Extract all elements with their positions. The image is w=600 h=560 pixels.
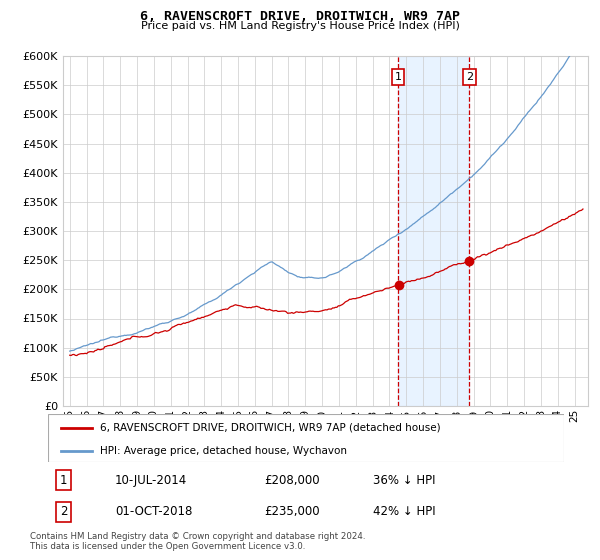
Text: 6, RAVENSCROFT DRIVE, DROITWICH, WR9 7AP (detached house): 6, RAVENSCROFT DRIVE, DROITWICH, WR9 7AP…: [100, 423, 440, 433]
Text: 10-JUL-2014: 10-JUL-2014: [115, 474, 187, 487]
Text: Contains HM Land Registry data © Crown copyright and database right 2024.: Contains HM Land Registry data © Crown c…: [30, 532, 365, 541]
FancyBboxPatch shape: [48, 414, 564, 462]
Text: 2: 2: [466, 72, 473, 82]
Text: £208,000: £208,000: [265, 474, 320, 487]
Text: This data is licensed under the Open Government Licence v3.0.: This data is licensed under the Open Gov…: [30, 542, 305, 550]
Text: 42% ↓ HPI: 42% ↓ HPI: [373, 505, 436, 518]
Text: 1: 1: [60, 474, 67, 487]
Text: 1: 1: [395, 72, 401, 82]
Text: 36% ↓ HPI: 36% ↓ HPI: [373, 474, 436, 487]
Text: HPI: Average price, detached house, Wychavon: HPI: Average price, detached house, Wych…: [100, 446, 347, 456]
Text: 01-OCT-2018: 01-OCT-2018: [115, 505, 193, 518]
Text: 6, RAVENSCROFT DRIVE, DROITWICH, WR9 7AP: 6, RAVENSCROFT DRIVE, DROITWICH, WR9 7AP: [140, 10, 460, 23]
Bar: [398, 56, 469, 406]
Text: Price paid vs. HM Land Registry's House Price Index (HPI): Price paid vs. HM Land Registry's House …: [140, 21, 460, 31]
Text: 2: 2: [60, 505, 67, 518]
Text: £235,000: £235,000: [265, 505, 320, 518]
